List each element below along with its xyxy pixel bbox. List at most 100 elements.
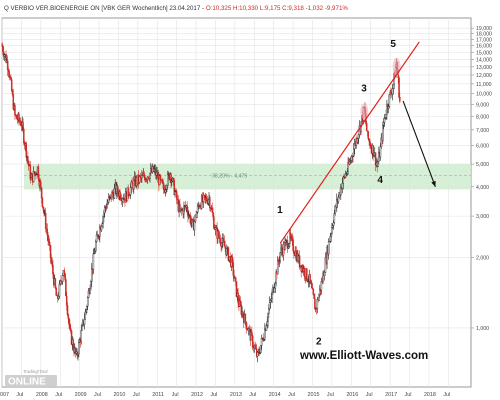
candle-body [186,205,188,212]
candle-body [8,71,11,78]
x-tick-label: Jul [443,392,450,398]
candle-body [80,330,82,342]
candle-body [367,131,370,140]
candle-body [214,227,217,230]
candle-body [64,273,66,280]
candle-body [218,236,221,239]
y-tick-label: 9,000 [476,102,489,108]
candle-body [340,186,342,196]
candle-body [387,106,390,109]
y-tick-label: 18,000 [476,32,492,38]
trendline [279,41,420,244]
candle-body [287,246,290,249]
candle-body [6,60,9,71]
y-tick-label: 19,000 [476,26,492,32]
y-tick-label: 17,000 [476,38,492,44]
candle-body [357,138,359,143]
candle-body [293,250,295,254]
candle-body [226,247,228,256]
candle-body [291,237,294,240]
candle-body [94,250,96,254]
candle-body [346,171,349,175]
candle-body [365,123,368,132]
wave-label: 2 [316,337,322,348]
candle-body [173,180,175,195]
candle-body [14,105,16,116]
candle-body [207,199,209,204]
candle-body [318,294,320,302]
candle-body [30,177,32,180]
annotations: 1 2 3 4 5 [277,39,436,348]
candle-body [284,242,286,251]
candle-body [347,162,349,172]
candle-body [89,287,91,294]
candle-body [289,232,292,239]
y-tick-label: 10,000 [476,92,492,98]
candle-body [292,239,294,251]
x-tick-label: 2015 [308,392,320,398]
candle-body [379,146,382,158]
wave-3-highlight [360,103,369,120]
candle-body [50,257,53,262]
x-tick-label: 2012 [191,392,203,398]
candle-body [224,245,226,249]
candle-body [23,129,25,144]
candle-body [269,300,272,303]
candle-body [353,148,355,157]
candle-body [298,255,301,268]
candle-body [267,313,269,322]
candle-body [99,227,101,237]
candle-body [212,212,214,217]
wave-label: 1 [277,205,283,216]
candle-body [54,278,57,289]
candle-body [91,268,93,282]
candle-body [391,88,394,95]
candle-body [264,328,266,340]
candle-body [164,189,167,193]
candle-body [231,256,234,263]
candle-body [266,321,268,326]
forecast-arrow-head [431,180,436,187]
candle-body [119,191,121,199]
candle-body [131,181,133,184]
y-tick-label: 4,000 [476,185,489,191]
x-tick-label: 2018 [424,392,436,398]
candle-body [49,245,52,258]
candle-body [10,79,13,92]
candle-body [196,205,199,213]
candle-body [219,238,222,244]
candle-body [10,76,12,80]
header-date: 23.04.2017 [169,5,201,12]
candle-body [227,247,230,261]
candle-body [313,294,315,299]
candle-body [288,243,290,248]
candle-body [322,272,324,283]
candle-body [116,185,119,193]
candle-body [337,196,340,202]
candle-body [102,216,104,224]
candle-body [92,253,95,270]
candle-body [63,270,66,274]
candle-body [332,222,335,226]
candle-body [81,324,83,331]
candle-body [27,156,29,162]
y-tick-label: 1,000 [476,326,489,332]
candle-body [69,328,72,332]
candle-body [271,291,273,299]
trading-tool-logo: Trading!Tool ONLINE [5,369,57,388]
candle-body [331,225,334,228]
candle-body [254,345,256,349]
logo-small-text: Trading!Tool [23,369,49,374]
wave-label: 4 [377,175,383,186]
candle-body [382,124,384,141]
candle-body [330,233,332,237]
candle-body [162,183,165,190]
candle-body [237,292,239,304]
candle-body [312,288,315,295]
x-tick-label: Jul [16,392,23,398]
candle-body [268,301,271,310]
candle-body [48,242,51,246]
candle-body [228,256,230,261]
y-tick-label: 12,000 [476,73,492,79]
